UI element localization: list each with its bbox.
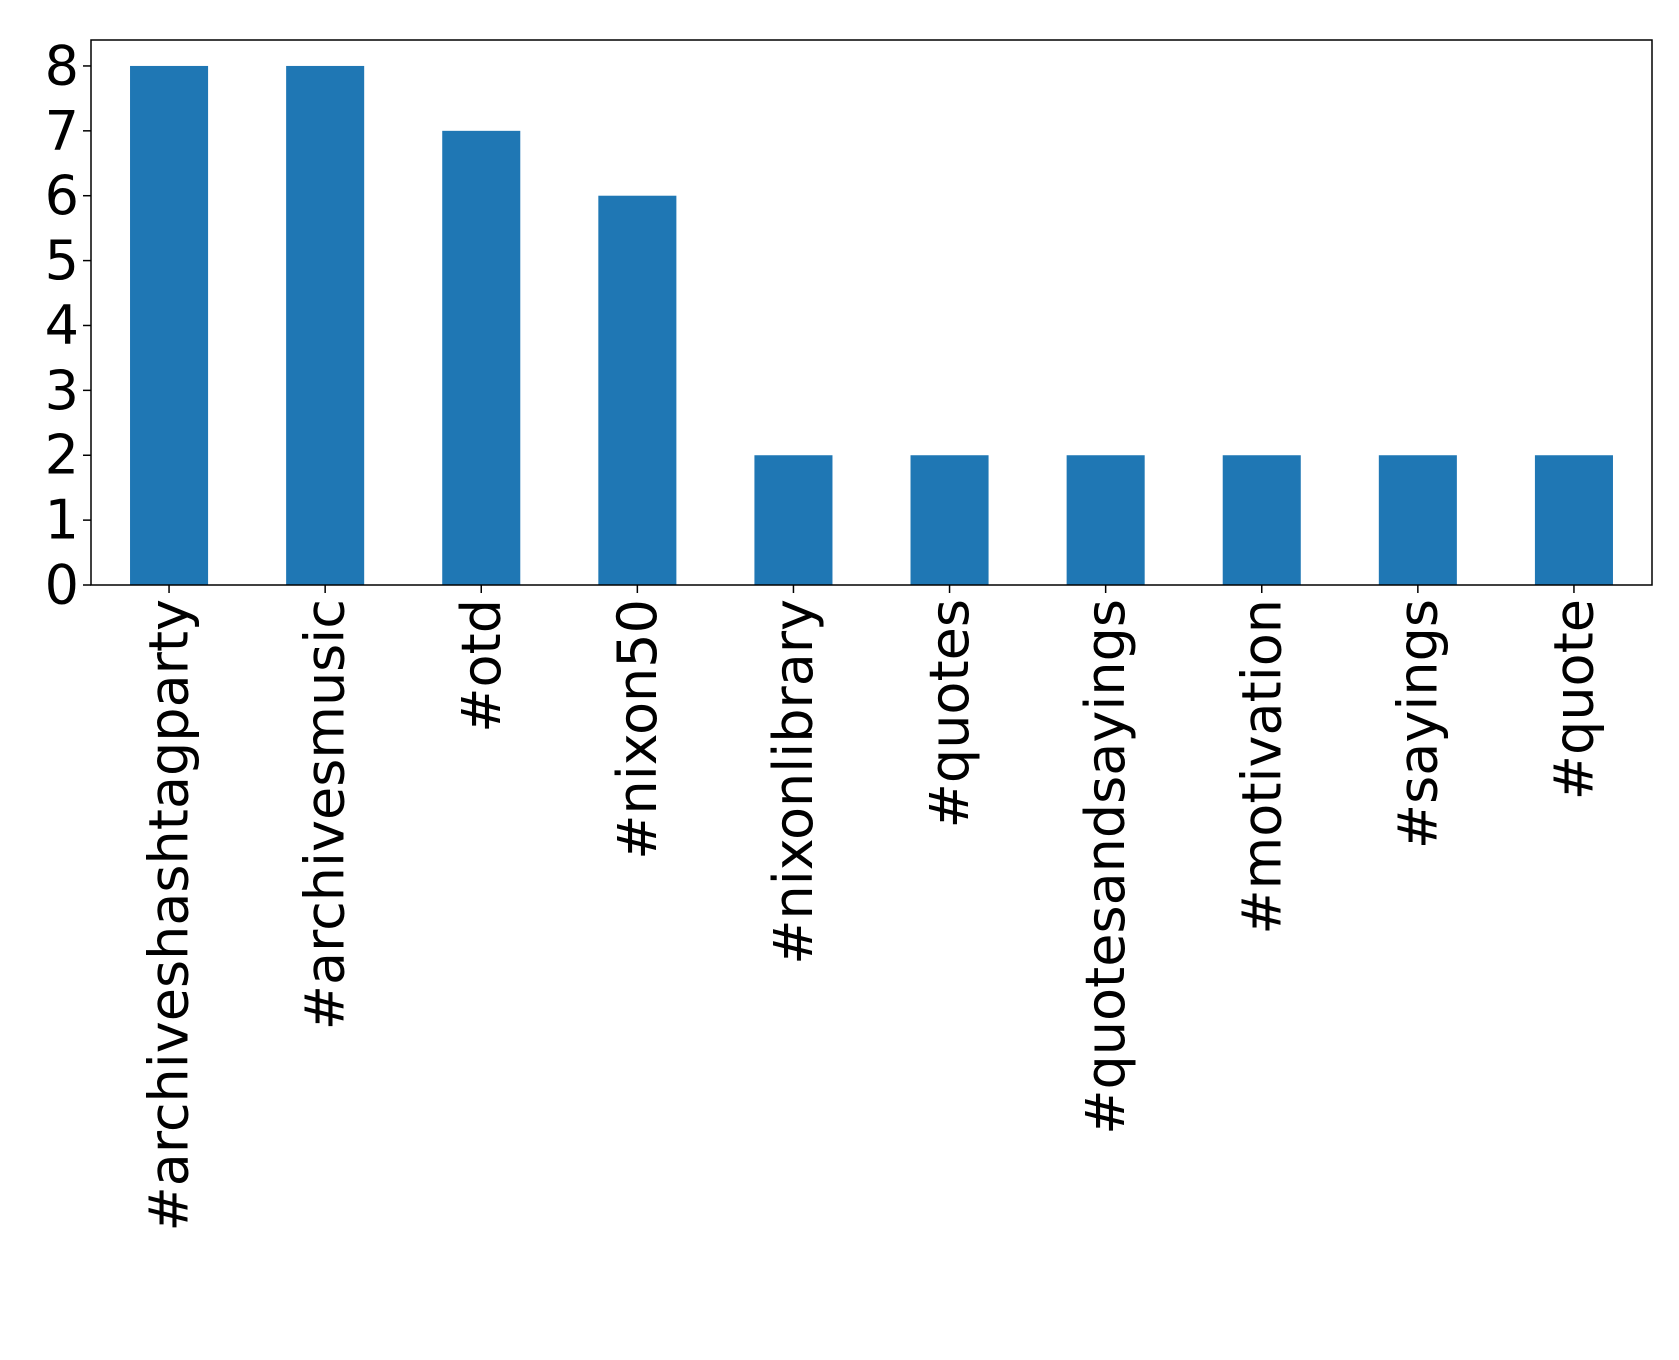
- bar-quotesandsayings: [1066, 455, 1145, 585]
- x-tick-label: #archivesmusic: [294, 599, 357, 1030]
- y-tick-label: 0: [45, 554, 79, 617]
- bar-nixon50: [598, 195, 677, 585]
- bar-archivesmusic: [286, 65, 365, 585]
- y-tick-label: 6: [45, 164, 79, 227]
- bar-quote: [1534, 455, 1613, 585]
- bar-sayings: [1378, 455, 1457, 585]
- x-tick-label: #quote: [1542, 599, 1605, 800]
- plot-area-frame: [90, 39, 1653, 586]
- y-tick-label: 3: [45, 359, 79, 422]
- bar-quotes: [910, 455, 989, 585]
- y-tick-label: 8: [45, 34, 79, 97]
- bar-archiveshashtagparty: [130, 65, 209, 585]
- bar-motivation: [1222, 455, 1301, 585]
- x-tick-label: #motivation: [1230, 599, 1293, 935]
- y-tick-label: 2: [45, 424, 79, 487]
- bar-nixonlibrary: [754, 455, 833, 585]
- bar-otd: [442, 130, 521, 585]
- x-tick-label: #nixon50: [606, 599, 669, 860]
- x-tick-label: #otd: [450, 599, 513, 733]
- bars-group: [130, 65, 1613, 585]
- y-tick-label: 7: [45, 99, 79, 162]
- x-tick-label: #nixonlibrary: [762, 599, 825, 965]
- y-tick-label: 5: [45, 229, 79, 292]
- x-tick-label: #archiveshashtagparty: [138, 599, 201, 1232]
- x-axis: #archiveshashtagparty #archivesmusic #otd #…: [138, 585, 1605, 1232]
- y-tick-label: 1: [45, 489, 79, 552]
- x-tick-label: #sayings: [1386, 599, 1449, 849]
- x-tick-label: #quotes: [918, 599, 981, 828]
- y-tick-label: 4: [45, 294, 79, 357]
- x-tick-label: #quotesandsayings: [1074, 599, 1137, 1135]
